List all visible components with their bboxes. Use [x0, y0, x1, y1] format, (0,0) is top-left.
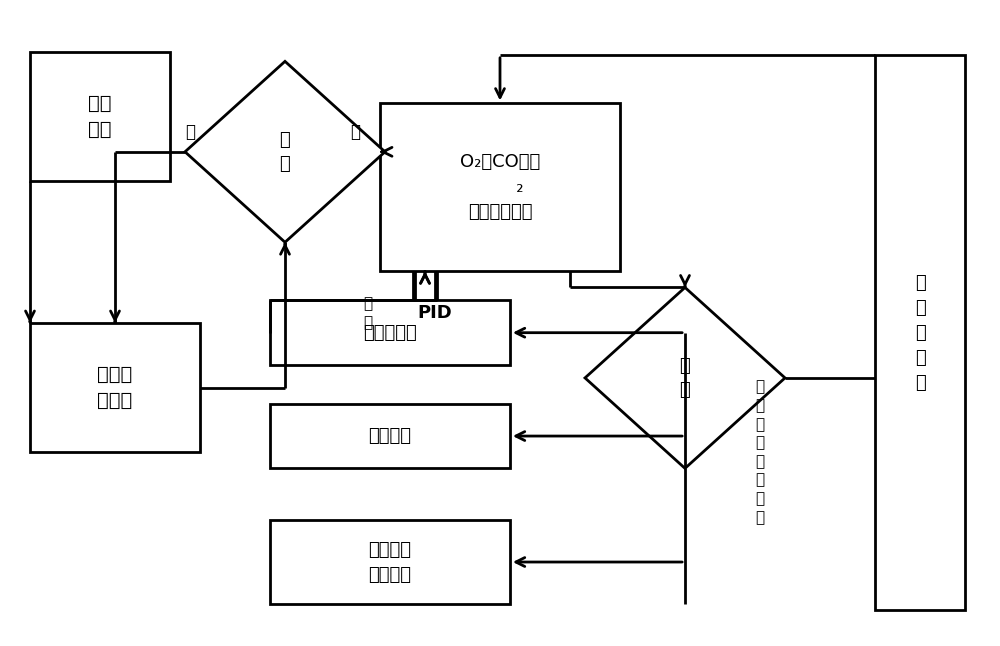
Text: 反
馈: 反 馈 [363, 297, 373, 330]
Text: 红外生
物检测: 红外生 物检测 [97, 365, 133, 410]
FancyBboxPatch shape [270, 300, 510, 365]
Text: 超
出
生
物
承
受
范
围: 超 出 生 物 承 受 范 围 [755, 380, 765, 525]
Text: 未
超
出
范
围: 未 超 出 范 围 [915, 274, 925, 391]
Polygon shape [585, 287, 785, 468]
FancyBboxPatch shape [875, 55, 965, 610]
FancyBboxPatch shape [380, 103, 620, 271]
Text: 汽车
驻车: 汽车 驻车 [88, 94, 112, 139]
Text: 打开换气窗: 打开换气窗 [363, 324, 417, 342]
Text: 无: 无 [185, 123, 195, 141]
Text: 打开车窗: 打开车窗 [368, 427, 412, 445]
Text: 判
断: 判 断 [680, 357, 690, 399]
FancyBboxPatch shape [270, 520, 510, 604]
FancyBboxPatch shape [30, 323, 200, 452]
Text: 判
断: 判 断 [280, 131, 290, 172]
Text: PID: PID [418, 304, 452, 322]
FancyBboxPatch shape [30, 52, 170, 181]
Polygon shape [185, 61, 385, 242]
Text: 有: 有 [350, 123, 360, 141]
Text: O₂、CO，温
       ₂
度检测与监控: O₂、CO，温 ₂ 度检测与监控 [460, 153, 540, 222]
FancyBboxPatch shape [270, 404, 510, 468]
Text: 通过短信
通知车主: 通过短信 通知车主 [368, 541, 412, 583]
